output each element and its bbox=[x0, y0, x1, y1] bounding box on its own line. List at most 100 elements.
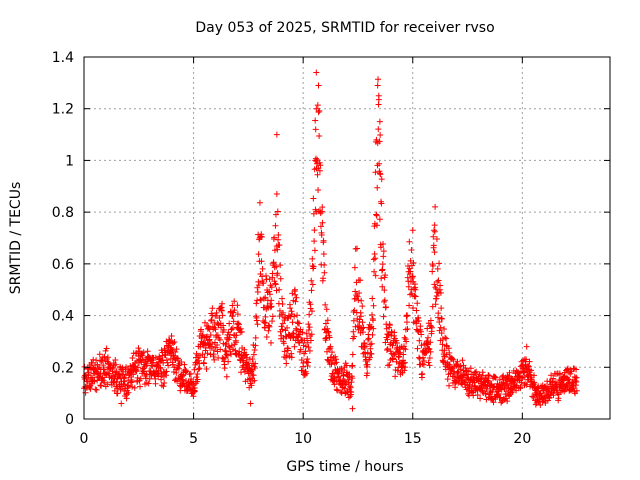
x-tick-label: 15 bbox=[404, 431, 422, 447]
data-point bbox=[315, 109, 322, 116]
data-point bbox=[254, 284, 261, 291]
data-point bbox=[326, 334, 333, 341]
data-point bbox=[288, 308, 295, 315]
data-point bbox=[392, 373, 399, 380]
data-point bbox=[401, 334, 408, 341]
data-point bbox=[378, 275, 385, 282]
data-point bbox=[437, 289, 444, 296]
data-point bbox=[349, 375, 356, 382]
data-point bbox=[402, 346, 409, 353]
data-point bbox=[416, 337, 423, 344]
data-point bbox=[446, 382, 453, 389]
data-point bbox=[293, 327, 300, 334]
data-point bbox=[266, 288, 273, 295]
data-point bbox=[157, 365, 164, 372]
data-point bbox=[425, 359, 432, 366]
data-point bbox=[315, 186, 322, 193]
data-point bbox=[292, 291, 299, 298]
data-point bbox=[454, 358, 461, 365]
data-point bbox=[311, 247, 318, 254]
data-point bbox=[509, 389, 516, 396]
data-point bbox=[438, 305, 445, 312]
data-point bbox=[369, 295, 376, 302]
data-point bbox=[423, 349, 430, 356]
data-point bbox=[308, 277, 315, 284]
data-point bbox=[315, 82, 322, 89]
data-point bbox=[324, 325, 331, 332]
data-point bbox=[203, 334, 210, 341]
data-point bbox=[327, 343, 334, 350]
data-point bbox=[378, 176, 385, 183]
x-tick-label: 0 bbox=[80, 431, 89, 447]
data-point bbox=[414, 300, 421, 307]
data-point bbox=[361, 343, 368, 350]
data-point bbox=[370, 325, 377, 332]
data-point bbox=[316, 167, 323, 174]
data-point bbox=[226, 331, 233, 338]
data-point bbox=[257, 296, 264, 303]
data-point bbox=[268, 303, 275, 310]
data-point bbox=[441, 347, 448, 354]
data-point bbox=[433, 236, 440, 243]
data-point bbox=[435, 277, 442, 284]
data-point bbox=[276, 286, 283, 293]
data-point bbox=[525, 363, 532, 370]
y-tick-label: 1.4 bbox=[52, 50, 74, 66]
data-point bbox=[243, 351, 250, 358]
data-point bbox=[397, 349, 404, 356]
data-point bbox=[243, 354, 250, 361]
data-point bbox=[376, 138, 383, 145]
data-point bbox=[195, 366, 202, 373]
data-point bbox=[199, 331, 206, 338]
data-point bbox=[482, 390, 489, 397]
data-point bbox=[410, 304, 417, 311]
data-point bbox=[238, 328, 245, 335]
data-point bbox=[204, 350, 211, 357]
data-point bbox=[351, 333, 358, 340]
data-point bbox=[96, 351, 103, 358]
data-point bbox=[316, 133, 323, 140]
data-point bbox=[318, 231, 325, 238]
data-point bbox=[304, 363, 311, 370]
data-point bbox=[259, 265, 266, 272]
data-point bbox=[350, 328, 357, 335]
data-point bbox=[112, 361, 119, 368]
data-point bbox=[382, 272, 389, 279]
data-point bbox=[190, 393, 197, 400]
data-point bbox=[381, 297, 388, 304]
data-point bbox=[373, 212, 380, 219]
data-point bbox=[341, 385, 348, 392]
data-point bbox=[371, 250, 378, 257]
data-point bbox=[501, 379, 508, 386]
data-point bbox=[200, 360, 207, 367]
data-point bbox=[350, 317, 357, 324]
data-point bbox=[442, 334, 449, 341]
data-point bbox=[393, 340, 400, 347]
data-point bbox=[272, 222, 279, 229]
data-point bbox=[262, 272, 269, 279]
data-point bbox=[483, 385, 490, 392]
data-point bbox=[273, 191, 280, 198]
data-point bbox=[311, 238, 318, 245]
data-point bbox=[196, 352, 203, 359]
data-point bbox=[155, 370, 162, 377]
data-point bbox=[379, 283, 386, 290]
data-point bbox=[292, 325, 299, 332]
data-point bbox=[82, 389, 89, 396]
data-point bbox=[287, 305, 294, 312]
data-point bbox=[495, 390, 502, 397]
data-point bbox=[317, 210, 324, 217]
data-point bbox=[152, 380, 159, 387]
data-point bbox=[231, 298, 238, 305]
data-point bbox=[207, 332, 214, 339]
data-point bbox=[262, 294, 269, 301]
y-tick-label: 0.4 bbox=[52, 309, 74, 325]
data-point bbox=[404, 325, 411, 332]
data-point bbox=[198, 326, 205, 333]
data-point bbox=[537, 401, 544, 408]
data-point bbox=[409, 227, 416, 234]
data-point bbox=[284, 324, 291, 331]
data-point bbox=[217, 346, 224, 353]
data-point bbox=[342, 381, 349, 388]
data-point bbox=[268, 284, 275, 291]
